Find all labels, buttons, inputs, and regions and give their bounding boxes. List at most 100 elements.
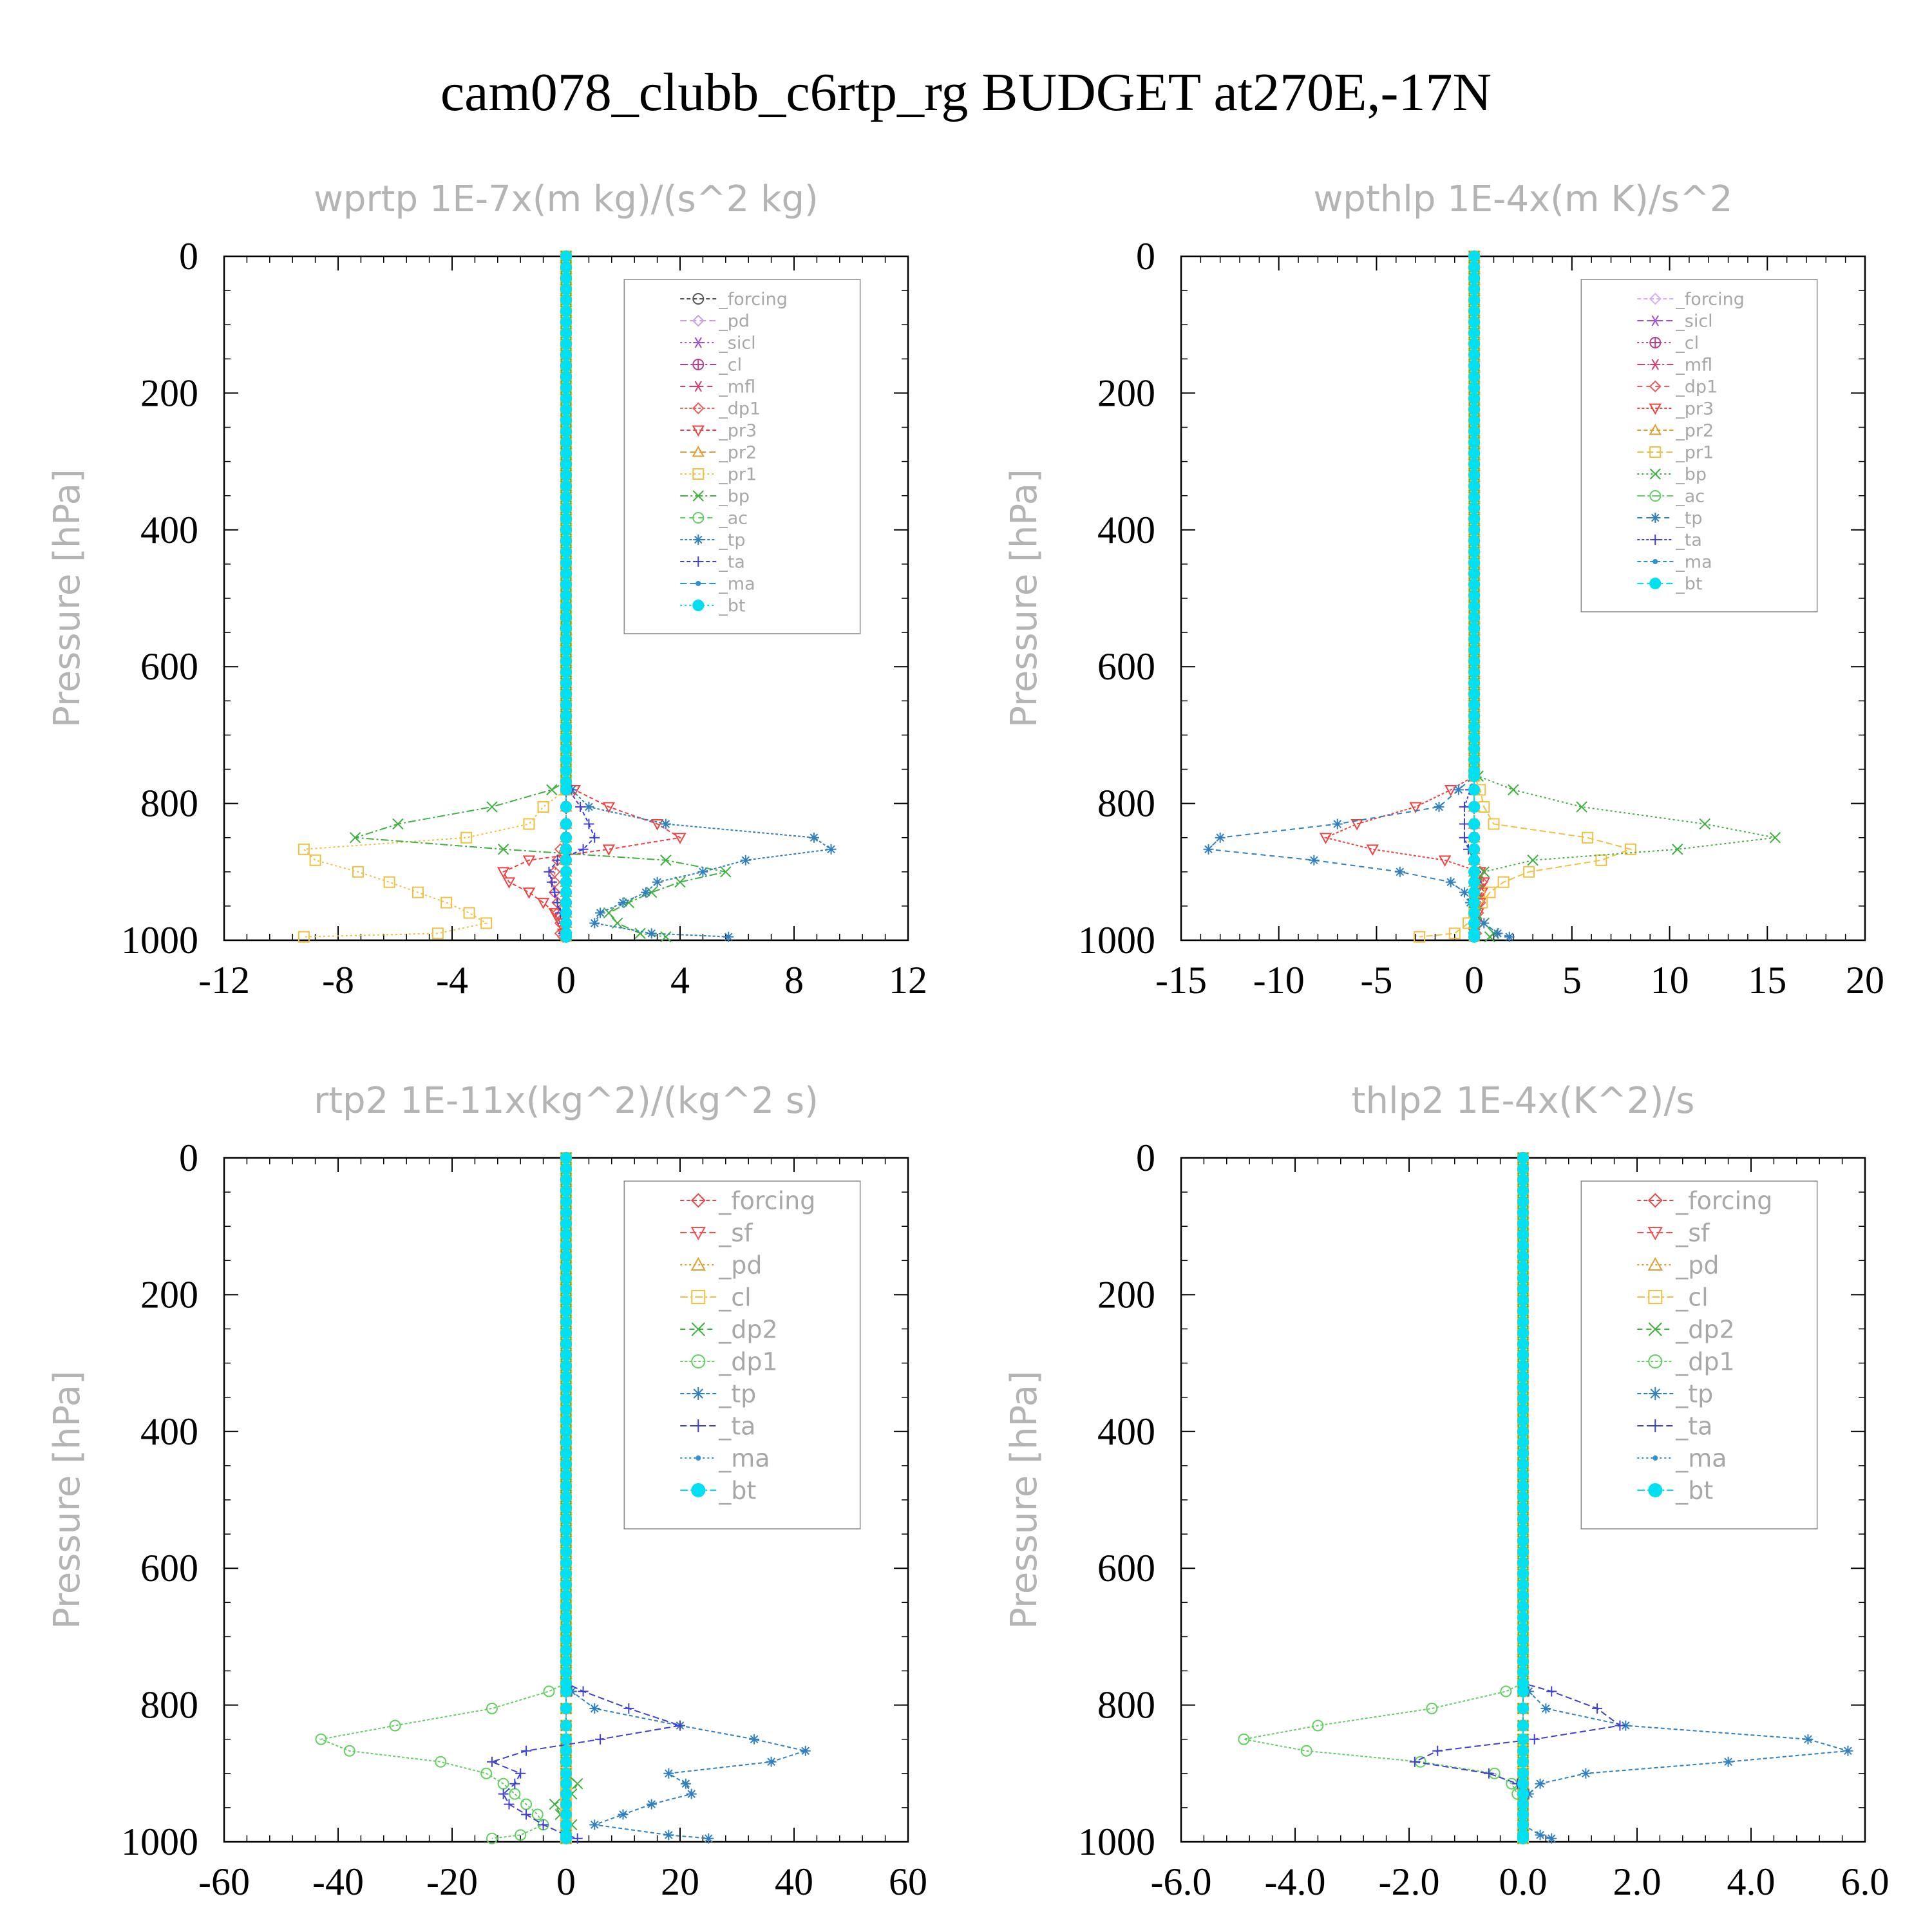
legend-marker	[1649, 1387, 1662, 1400]
data-point	[766, 1756, 777, 1767]
data-point	[560, 1381, 572, 1394]
series-line	[302, 256, 567, 938]
data-point	[486, 1832, 498, 1844]
data-point	[560, 1513, 572, 1525]
data-point	[663, 1768, 674, 1779]
data-point	[560, 447, 572, 459]
data-point	[1517, 1685, 1529, 1698]
data-point	[560, 886, 572, 898]
legend-marker	[692, 314, 705, 327]
data-point	[560, 1283, 572, 1295]
y-tick-label: 800	[1097, 782, 1155, 825]
data-point	[1535, 1778, 1546, 1789]
data-point	[1517, 1294, 1529, 1306]
legend-box	[623, 1180, 861, 1530]
data-point	[749, 1734, 760, 1745]
data-point	[1468, 854, 1481, 866]
data-point	[1517, 1392, 1529, 1405]
legend-marker	[693, 535, 704, 545]
y-tick-label: 0	[1136, 1137, 1155, 1179]
legend-marker	[692, 359, 705, 370]
legend-label: _pd	[718, 1251, 762, 1279]
y-axis-label: Pressure [hPa]	[1003, 469, 1045, 728]
data-point	[723, 931, 734, 942]
data-point	[522, 855, 536, 867]
data-point	[560, 1184, 572, 1197]
legend-marker	[693, 381, 704, 392]
legend-label: _bp	[1675, 464, 1707, 484]
legend-marker	[692, 490, 704, 502]
legend-marker	[690, 1256, 706, 1271]
data-point	[1468, 524, 1481, 536]
data-point	[560, 1261, 572, 1273]
data-point	[1468, 600, 1481, 612]
legend-marker	[1647, 1256, 1663, 1271]
data-point	[1500, 1685, 1512, 1698]
data-point	[560, 348, 572, 361]
data-point	[1468, 655, 1481, 667]
legend-marker	[692, 425, 705, 437]
x-tick-label: -20	[426, 1861, 478, 1903]
data-point	[1517, 1217, 1529, 1229]
data-point	[1517, 1469, 1529, 1481]
data-point	[680, 1778, 691, 1789]
legend-marker	[1653, 559, 1658, 564]
legend-label: _sf	[1675, 1218, 1710, 1247]
data-point	[560, 578, 572, 591]
data-point	[560, 1788, 572, 1800]
data-point	[1438, 855, 1452, 867]
legend-marker	[1647, 1193, 1663, 1208]
data-point	[1517, 1359, 1529, 1372]
legend-marker	[1648, 1354, 1663, 1368]
data-point	[1468, 480, 1481, 492]
data-point	[1624, 843, 1636, 855]
data-point	[560, 524, 572, 536]
data-point	[1517, 1600, 1529, 1613]
data-point	[1409, 1756, 1420, 1767]
data-point	[1517, 1338, 1529, 1350]
data-point	[1319, 833, 1332, 844]
data-point	[560, 491, 572, 503]
data-point	[560, 917, 572, 929]
data-point	[560, 866, 572, 878]
y-tick-label: 400	[1097, 1410, 1155, 1453]
data-point	[1300, 1745, 1312, 1757]
legend-label: _ta	[718, 1412, 755, 1440]
series-bt	[560, 1152, 572, 1844]
data-point	[1479, 918, 1490, 929]
data-point	[1445, 876, 1456, 887]
y-tick-label: 600	[140, 1547, 198, 1589]
data-point	[703, 1833, 714, 1844]
data-point	[1517, 1777, 1529, 1790]
data-point	[1468, 305, 1481, 317]
data-point	[560, 305, 572, 317]
data-point	[560, 1622, 572, 1634]
y-tick-label: 0	[1136, 235, 1155, 278]
data-point	[536, 898, 550, 909]
x-tick-label: 10	[1651, 959, 1689, 1001]
data-point	[1468, 491, 1481, 503]
legend-label: _tp	[718, 530, 745, 550]
data-point	[1468, 611, 1481, 623]
legend-label: _ma	[718, 574, 755, 594]
data-point	[1332, 819, 1343, 829]
data-point	[560, 513, 572, 525]
data-point	[1517, 1719, 1529, 1732]
legend-marker	[1650, 315, 1661, 327]
data-point	[531, 1808, 544, 1821]
y-tick-label: 1000	[1078, 919, 1155, 961]
data-point	[674, 833, 687, 844]
data-point	[1459, 819, 1470, 829]
data-point	[560, 1819, 572, 1831]
data-point	[1468, 589, 1481, 601]
data-point	[560, 896, 572, 909]
data-point	[1468, 535, 1481, 547]
legend: _forcing_pd_sicl_cl_mfl_dp1_pr3_pr2_pr1_…	[623, 279, 861, 634]
data-point	[523, 818, 535, 830]
legend-marker	[692, 512, 705, 524]
data-point	[1620, 1720, 1631, 1731]
data-point	[309, 854, 321, 866]
legend-marker	[691, 1354, 706, 1368]
data-point	[298, 843, 310, 855]
